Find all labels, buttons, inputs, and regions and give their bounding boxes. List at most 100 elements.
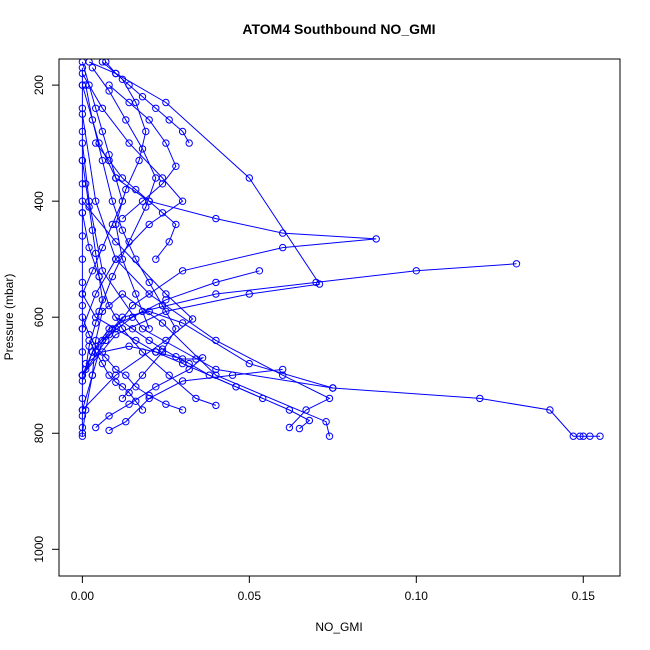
data-point: [102, 59, 110, 66]
data-point: [152, 255, 160, 263]
data-point: [98, 296, 107, 304]
data-point: [158, 345, 167, 353]
data-point: [135, 156, 143, 165]
data-point: [152, 174, 160, 182]
data-point: [102, 354, 110, 362]
data-point: [178, 377, 187, 385]
data-point: [105, 412, 113, 420]
data-point: [192, 355, 200, 363]
data-point: [212, 365, 220, 374]
data-point: [118, 394, 127, 403]
data-point: [128, 313, 137, 321]
y-tick-label: 1000: [32, 536, 46, 563]
data-point: [138, 197, 147, 205]
x-tick-label: 0.15: [572, 589, 596, 603]
series-line: [115, 316, 263, 399]
data-point: [372, 235, 380, 243]
data-point: [122, 371, 130, 379]
data-point: [125, 388, 133, 397]
data-point: [118, 197, 127, 205]
data-point: [546, 406, 554, 414]
data-point: [105, 81, 113, 89]
data-point: [132, 397, 140, 405]
data-point: [95, 307, 103, 316]
data-point: [105, 426, 113, 435]
series-22: [112, 313, 267, 403]
data-point: [142, 203, 150, 211]
data-point: [112, 378, 120, 386]
data-point: [162, 400, 170, 408]
data-point: [192, 394, 200, 403]
data-point: [78, 325, 87, 333]
data-point: [78, 59, 87, 66]
data-point: [325, 432, 334, 440]
chart-title: ATOM4 Southbound NO_GMI: [242, 21, 435, 37]
data-point: [125, 342, 133, 350]
data-point: [132, 290, 140, 298]
data-point: [145, 278, 153, 287]
data-point: [118, 226, 127, 234]
data-point: [132, 255, 140, 263]
data-point: [122, 418, 130, 426]
data-point: [228, 371, 237, 379]
series-line: [95, 142, 177, 260]
data-point: [105, 301, 113, 310]
series-line: [91, 67, 157, 312]
data-point: [178, 267, 187, 275]
data-point: [145, 116, 153, 124]
x-tick-label: 0.10: [405, 589, 429, 603]
data-point: [145, 391, 153, 400]
data-point: [128, 325, 137, 333]
series-15: [88, 64, 160, 316]
data-point: [118, 255, 127, 263]
data-point: [98, 243, 107, 252]
data-point: [162, 290, 170, 298]
data-point: [78, 301, 87, 310]
data-point: [78, 412, 87, 420]
series-line: [81, 160, 103, 370]
data-point: [98, 359, 107, 368]
data-point: [512, 260, 521, 268]
data-point: [145, 290, 153, 298]
data-point: [78, 127, 87, 136]
data-point: [188, 315, 197, 323]
data-point: [165, 116, 173, 124]
data-point: [329, 384, 337, 392]
data-point: [178, 197, 187, 205]
data-point: [172, 162, 180, 171]
series-line: [102, 61, 150, 329]
data-point: [85, 203, 93, 211]
data-point: [125, 400, 133, 408]
data-point: [138, 307, 147, 316]
x-axis: 0.00 0.05 0.10 0.15: [71, 575, 596, 603]
data-point: [122, 185, 130, 194]
data-point: [162, 98, 170, 107]
data-point: [232, 383, 240, 391]
data-point: [152, 104, 160, 113]
data-point: [88, 267, 97, 275]
data-point: [302, 406, 310, 414]
data-point: [255, 267, 264, 275]
data-point: [165, 238, 173, 246]
data-point: [88, 116, 97, 124]
data-point: [118, 214, 127, 223]
data-point: [92, 197, 100, 205]
data-point: [78, 64, 87, 72]
x-tick-label: 0.05: [238, 589, 262, 603]
data-point: [279, 243, 287, 252]
data-point: [138, 371, 147, 379]
data-point: [212, 401, 220, 410]
data-point: [92, 104, 100, 113]
series-line: [85, 85, 177, 399]
data-point: [162, 296, 170, 304]
series-line: [81, 263, 517, 382]
data-point: [125, 98, 133, 107]
data-point: [205, 371, 214, 379]
data-point: [102, 336, 110, 345]
data-point: [78, 394, 87, 403]
x-tick-label: 0.00: [71, 589, 95, 603]
data-point: [178, 319, 187, 327]
series-16: [98, 59, 153, 333]
data-point: [78, 432, 87, 440]
